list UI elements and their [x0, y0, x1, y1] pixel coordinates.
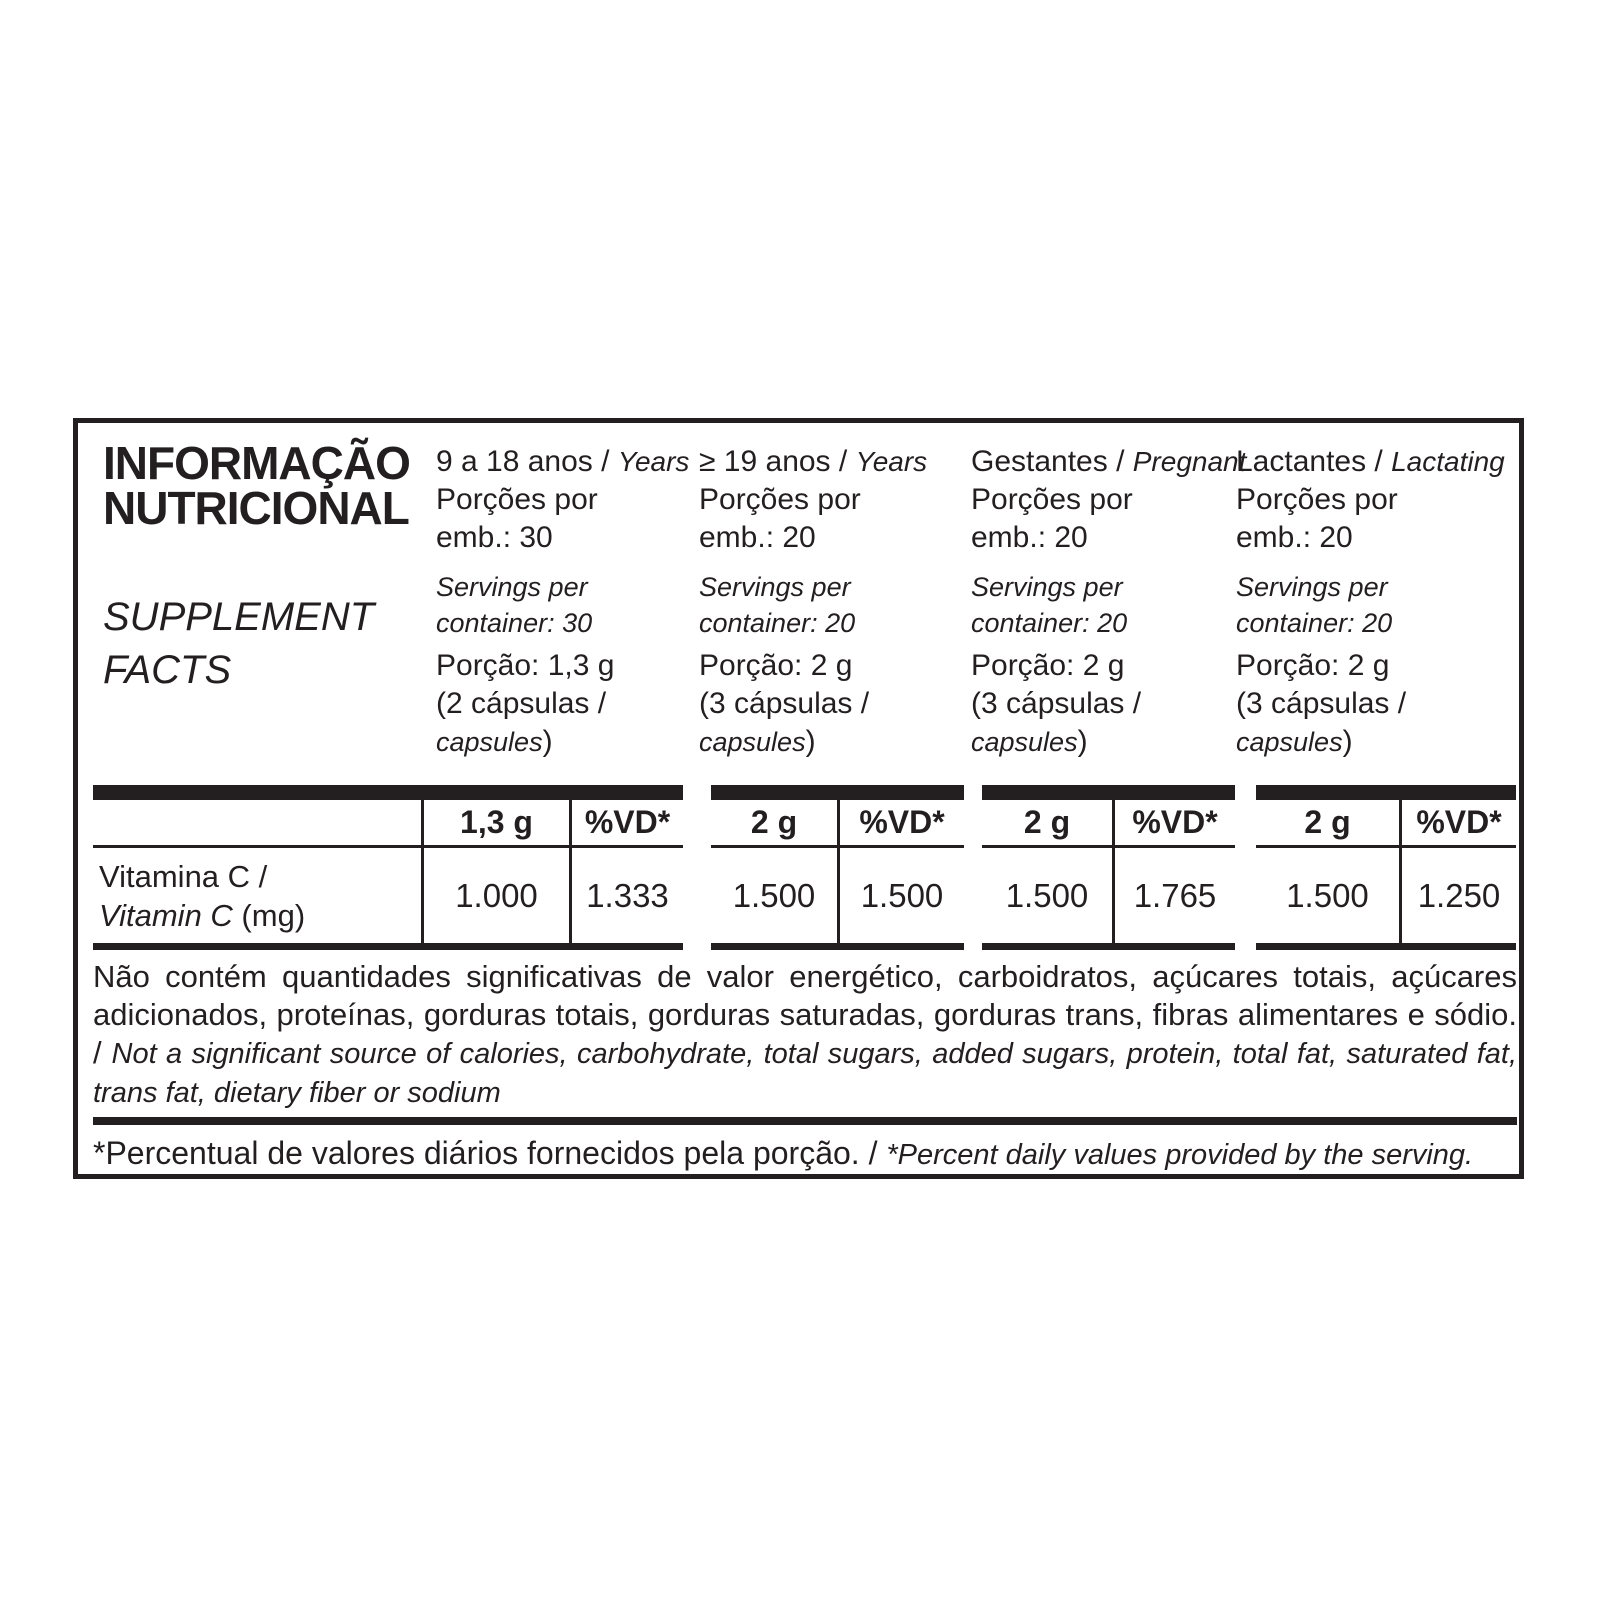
vitamin-c-row: 1.500 1.500 [711, 848, 964, 943]
group-heading: Gestantes / Pregnant [971, 443, 1246, 481]
column-group-header-9-18-anos: 9 a 18 anos / Years Porções por emb.: 30… [436, 443, 704, 761]
nutrient-name-en: Vitamin C [99, 897, 233, 933]
nutrient-name-pt: Vitamina C / [99, 858, 268, 894]
servings-per-container-pt: Porções por emb.: 20 [699, 483, 861, 554]
footnote-pt: Não contém quantidades significativas de… [93, 959, 1517, 1070]
label-title-portuguese: INFORMAÇÃO NUTRICIONAL [103, 437, 411, 534]
label-title-english: SUPPLEMENT FACTS [103, 595, 375, 692]
group-heading-pt: Gestantes / [971, 445, 1133, 478]
vitamin-c-row: 1.500 1.250 [1256, 848, 1516, 943]
daily-value-note-en: *Percent daily values provided by the se… [886, 1139, 1474, 1171]
group-heading-en: Lactating [1391, 446, 1505, 477]
group-heading-pt: ≥ 19 anos / [699, 445, 856, 478]
daily-value-column-header: %VD* [1112, 800, 1235, 845]
nutrition-table-group-lactantes: 2 g %VD* 1.500 1.250 [1256, 785, 1516, 950]
group-heading: Lactantes / Lactating [1236, 443, 1505, 481]
servings-per-container-pt: Porções por emb.: 20 [971, 483, 1133, 554]
group-heading-en: Years [617, 446, 690, 477]
column-group-header-lactantes: Lactantes / Lactating Porções por emb.: … [1236, 443, 1505, 761]
percent-daily-value-note: *Percentual de valores diários fornecido… [93, 1133, 1517, 1175]
daily-value-column-header: %VD* [569, 800, 683, 845]
vitamin-c-row: 1.500 1.765 [982, 848, 1235, 943]
group-heading-pt: Lactantes / [1236, 445, 1392, 478]
nutrition-table-group-gestantes: 2 g %VD* 1.500 1.765 [982, 785, 1235, 950]
daily-value-column-header: %VD* [837, 800, 964, 845]
serving-size-en: capsules) [971, 723, 1239, 761]
daily-value-cell: 1.250 [1399, 848, 1516, 943]
servings-per-container-en: Servings per container: 20 [1236, 572, 1393, 638]
nutrient-unit: (mg) [232, 897, 306, 933]
vitamin-c-row: Vitamina C / Vitamin C (mg) 1.000 1.333 [93, 848, 683, 943]
amount-column-header: 2 g [750, 804, 798, 840]
table-bottom-bar [93, 943, 683, 950]
column-group-header-19-anos: ≥ 19 anos / Years Porções por emb.: 20 S… [699, 443, 967, 761]
table-top-bar [711, 785, 964, 800]
closing-paren: ) [805, 725, 816, 758]
serving-size-pt: Porção: 1,3 g (2 cápsulas / [436, 649, 615, 720]
daily-value-cell: 1.765 [1112, 848, 1235, 943]
amount-value-cell: 1.500 [1286, 876, 1369, 914]
group-heading: ≥ 19 anos / Years [699, 443, 967, 481]
daily-value-cell: 1.500 [837, 848, 964, 943]
amount-column-header: 2 g [1304, 804, 1351, 840]
nutrient-column-header-empty [93, 800, 421, 845]
amount-column-header: 2 g [1023, 804, 1071, 840]
table-top-bar [982, 785, 1235, 800]
closing-paren: ) [1077, 725, 1088, 758]
amount-value-cell: 1.500 [732, 876, 816, 914]
daily-value-column-header: %VD* [1399, 800, 1516, 845]
table-bottom-bar [1256, 943, 1516, 950]
capsules-word: capsules [436, 727, 543, 757]
closing-paren: ) [542, 725, 553, 758]
serving-size-pt: Porção: 2 g (3 cápsulas / [699, 649, 870, 720]
serving-size-pt: Porção: 2 g (3 cápsulas / [1236, 649, 1407, 720]
nutrient-name-en-line: Vitamin C (mg) [99, 896, 305, 935]
group-heading-en: Pregnant [1132, 446, 1247, 477]
capsules-word: capsules [1236, 727, 1343, 757]
table-bottom-bar [982, 943, 1235, 950]
amount-value-cell: 1.000 [421, 848, 569, 943]
amount-value-cell: 1.500 [1005, 876, 1089, 914]
serving-size-en: capsules) [1236, 723, 1504, 761]
footnote-divider-rule [93, 1117, 1517, 1125]
group-heading-en: Years [855, 446, 928, 477]
nutrition-table-group-19-anos: 2 g %VD* 1.500 1.500 [711, 785, 964, 950]
daily-value-cell: 1.333 [569, 848, 683, 943]
servings-per-container-pt: Porções por emb.: 30 [436, 483, 598, 554]
table-header-row: 2 g %VD* [982, 800, 1235, 848]
supplement-facts-label: INFORMAÇÃO NUTRICIONAL SUPPLEMENT FACTS … [73, 418, 1524, 1179]
no-significant-source-footnote: Não contém quantidades significativas de… [93, 958, 1517, 1112]
table-header-row: 1,3 g %VD* [93, 800, 683, 848]
table-header-row: 2 g %VD* [1256, 800, 1516, 848]
table-header-row: 2 g %VD* [711, 800, 964, 848]
group-heading: 9 a 18 anos / Years [436, 443, 704, 481]
amount-column-header: 1,3 g [421, 800, 569, 845]
servings-per-container-en: Servings per container: 30 [436, 572, 593, 638]
capsules-word: capsules [971, 727, 1078, 757]
footnote-en: Not a significant source of calories, ca… [93, 1038, 1517, 1109]
serving-size-pt: Porção: 2 g (3 cápsulas / [971, 649, 1142, 720]
table-top-bar [1256, 785, 1516, 800]
column-group-header-gestantes: Gestantes / Pregnant Porções por emb.: 2… [971, 443, 1246, 761]
servings-per-container-en: Servings per container: 20 [699, 572, 856, 638]
table-bottom-bar [711, 943, 964, 950]
serving-size-en: capsules) [699, 723, 967, 761]
servings-per-container-pt: Porções por emb.: 20 [1236, 483, 1398, 554]
table-top-bar [93, 785, 683, 800]
group-heading-pt: 9 a 18 anos / [436, 445, 618, 478]
nutrition-table-group-9-18-anos: 1,3 g %VD* Vitamina C / Vitamin C (mg) 1… [93, 785, 683, 950]
nutrient-name-cell: Vitamina C / Vitamin C (mg) [93, 848, 421, 943]
serving-size-en: capsules) [436, 723, 704, 761]
capsules-word: capsules [699, 727, 806, 757]
servings-per-container-en: Servings per container: 20 [971, 572, 1128, 638]
closing-paren: ) [1342, 725, 1353, 758]
daily-value-note-pt: *Percentual de valores diários fornecido… [93, 1135, 887, 1171]
